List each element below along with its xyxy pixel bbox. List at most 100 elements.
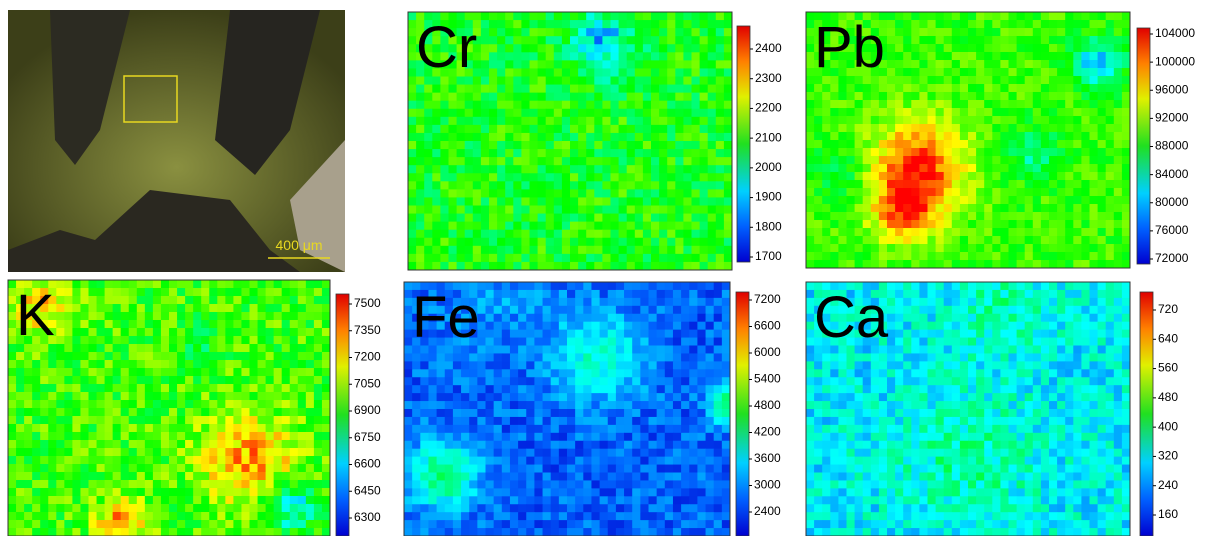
map-pixel: [1017, 132, 1026, 141]
map-pixel: [306, 352, 315, 361]
map-pixel: [32, 504, 41, 513]
map-pixel: [814, 156, 823, 165]
map-pixel: [559, 385, 568, 393]
map-pixel: [1009, 68, 1018, 77]
map-pixel: [105, 432, 114, 441]
map-pixel: [1081, 212, 1090, 221]
map-pixel: [233, 280, 242, 289]
map-pixel: [635, 20, 644, 29]
map-pixel: [298, 520, 307, 529]
map-pixel: [89, 376, 98, 385]
map-pixel: [513, 230, 522, 239]
map-pixel: [822, 100, 831, 109]
map-pixel: [591, 330, 600, 338]
map-pixel: [193, 400, 202, 409]
map-pixel: [225, 520, 234, 529]
map-pixel: [489, 68, 498, 77]
map-pixel: [282, 288, 291, 297]
map-pixel: [437, 488, 446, 496]
map-pixel: [481, 60, 490, 69]
map-pixel: [992, 12, 1001, 21]
map-pixel: [1041, 188, 1050, 197]
map-pixel: [428, 417, 437, 425]
map-pixel: [944, 260, 953, 269]
map-pixel: [976, 20, 985, 29]
map-pixel: [1073, 260, 1082, 269]
map-pixel: [505, 109, 514, 118]
map-pixel: [97, 528, 106, 536]
map-pixel: [1106, 188, 1115, 197]
map-pixel: [1098, 220, 1107, 229]
map-pixel: [911, 252, 920, 261]
map-pixel: [675, 12, 684, 21]
map-pixel: [322, 384, 331, 393]
map-pixel: [1106, 148, 1115, 157]
map-pixel: [298, 424, 307, 433]
map-pixel: [161, 328, 170, 337]
map-pixel: [706, 306, 715, 314]
map-pixel: [1122, 92, 1131, 101]
map-pixel: [16, 392, 25, 401]
map-pixel: [1114, 44, 1123, 53]
map-pixel: [56, 304, 65, 313]
map-pixel: [546, 133, 555, 142]
map-pixel: [1057, 252, 1066, 261]
map-pixel: [714, 425, 723, 433]
map-pixel: [1041, 76, 1050, 85]
map-pixel: [518, 480, 527, 488]
map-pixel: [608, 473, 617, 481]
map-pixel: [895, 196, 904, 205]
map-pixel: [129, 392, 138, 401]
map-pixel: [665, 322, 674, 330]
map-pixel: [322, 456, 331, 465]
map-pixel: [217, 528, 226, 536]
map-pixel: [895, 84, 904, 93]
map-pixel: [209, 368, 218, 377]
map-pixel: [201, 384, 210, 393]
map-pixel: [984, 244, 993, 253]
map-pixel: [497, 181, 506, 190]
map-pixel: [306, 424, 315, 433]
map-pixel: [16, 408, 25, 417]
map-pixel: [567, 417, 576, 425]
map-pixel: [428, 385, 437, 393]
map-pixel: [608, 488, 617, 496]
map-pixel: [282, 344, 291, 353]
map-pixel: [489, 101, 498, 110]
map-pixel: [578, 44, 587, 53]
map-pixel: [619, 246, 628, 255]
map-pixel: [976, 236, 985, 245]
map-pixel: [822, 228, 831, 237]
map-pixel: [497, 222, 506, 231]
map-pixel: [692, 85, 701, 94]
map-pixel: [477, 465, 486, 473]
map-pixel: [578, 238, 587, 247]
map-pixel: [594, 246, 603, 255]
map-pixel: [722, 353, 731, 361]
map-pixel: [113, 448, 122, 457]
map-pixel: [489, 197, 498, 206]
map-pixel: [611, 165, 620, 174]
map-pixel: [600, 353, 609, 361]
map-pixel: [534, 449, 543, 457]
map-pixel: [611, 173, 620, 182]
map-pixel: [675, 101, 684, 110]
map-pixel: [153, 432, 162, 441]
map-pixel: [1000, 164, 1009, 173]
map-pixel: [437, 409, 446, 417]
map-pixel: [497, 173, 506, 182]
map-pixel: [575, 393, 584, 401]
map-pixel: [567, 401, 576, 409]
map-pixel: [928, 220, 937, 229]
map-pixel: [449, 165, 458, 174]
map-pixel: [586, 77, 595, 86]
map-pixel: [72, 432, 81, 441]
map-pixel: [838, 124, 847, 133]
map-pixel: [706, 353, 715, 361]
map-pixel: [314, 392, 323, 401]
map-pixel: [250, 480, 259, 489]
map-pixel: [673, 346, 682, 354]
map-pixel: [314, 376, 323, 385]
map-pixel: [649, 346, 658, 354]
map-pixel: [632, 353, 641, 361]
